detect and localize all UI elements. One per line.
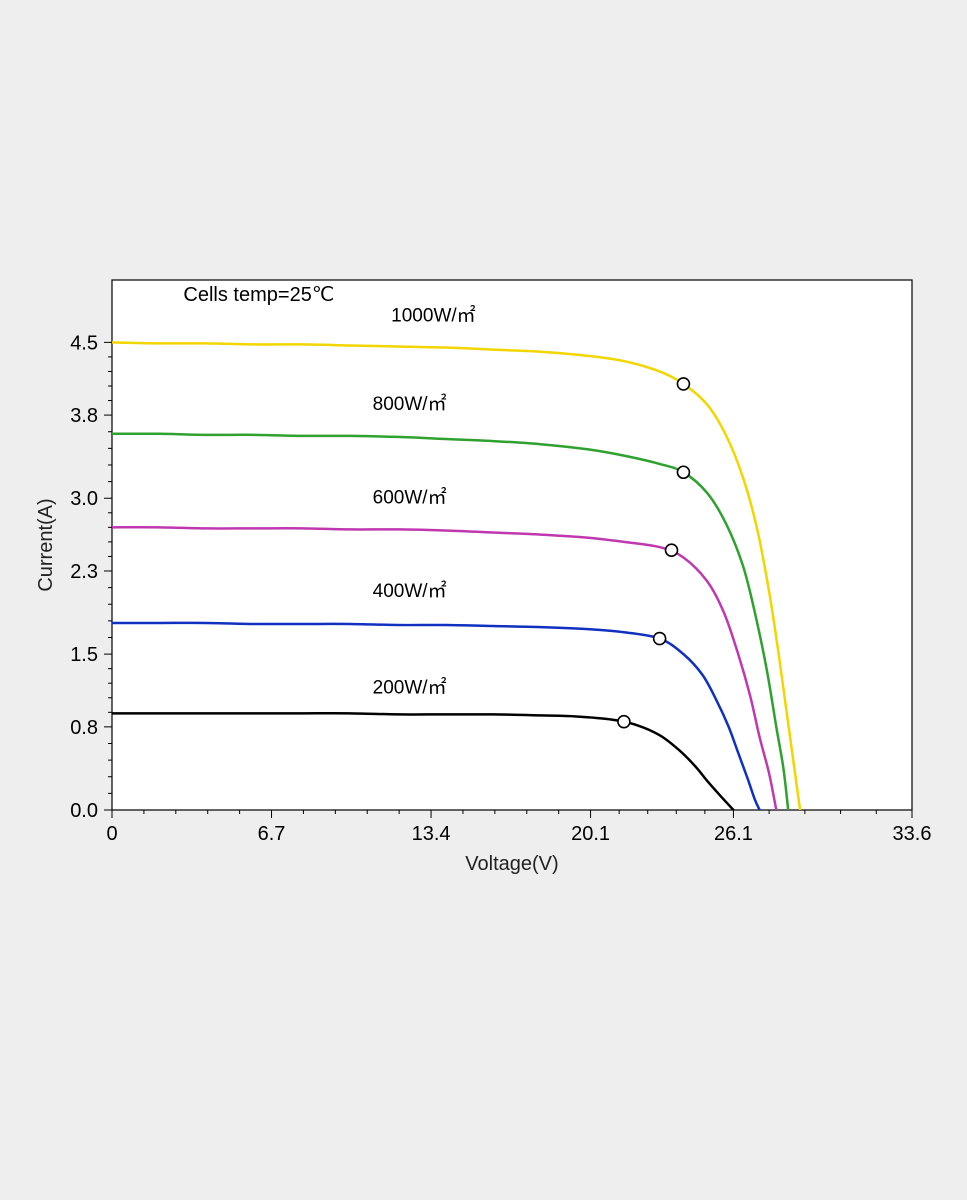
svg-text:1000W/㎡: 1000W/㎡	[391, 304, 475, 327]
svg-text:Current(A): Current(A)	[35, 498, 57, 591]
svg-text:33.6: 33.6	[893, 823, 932, 845]
svg-text:6.7: 6.7	[258, 823, 286, 845]
svg-text:200W/㎡: 200W/㎡	[373, 676, 447, 699]
svg-text:0.8: 0.8	[70, 717, 98, 739]
chart-svg: 0.0 0.8 1.5 2.3 3.0 3.8 4.5 0 6.7 13.4 20.1 26.1 33.…	[22, 260, 945, 910]
svg-text:800W/㎡: 800W/㎡	[373, 392, 447, 415]
svg-text:0.0: 0.0	[70, 800, 98, 822]
iv-chart: 0.0 0.8 1.5 2.3 3.0 3.8 4.5 0 6.7 13.4 20.1 26.1 33.…	[22, 260, 945, 940]
svg-text:Voltage(V): Voltage(V)	[465, 853, 558, 875]
svg-text:3.8: 3.8	[70, 405, 98, 427]
svg-text:13.4: 13.4	[412, 823, 451, 845]
svg-text:400W/㎡: 400W/㎡	[373, 579, 447, 602]
svg-text:4.5: 4.5	[70, 332, 98, 354]
svg-text:Cells temp=25℃: Cells temp=25℃	[183, 284, 334, 306]
svg-text:0: 0	[106, 823, 117, 845]
svg-text:1.5: 1.5	[70, 644, 98, 666]
svg-text:26.1: 26.1	[714, 823, 753, 845]
svg-text:2.3: 2.3	[70, 561, 98, 583]
page: 0.0 0.8 1.5 2.3 3.0 3.8 4.5 0 6.7 13.4 20.1 26.1 33.…	[0, 0, 967, 1200]
svg-text:600W/㎡: 600W/㎡	[373, 485, 447, 508]
svg-text:20.1: 20.1	[571, 823, 610, 845]
svg-text:3.0: 3.0	[70, 488, 98, 510]
